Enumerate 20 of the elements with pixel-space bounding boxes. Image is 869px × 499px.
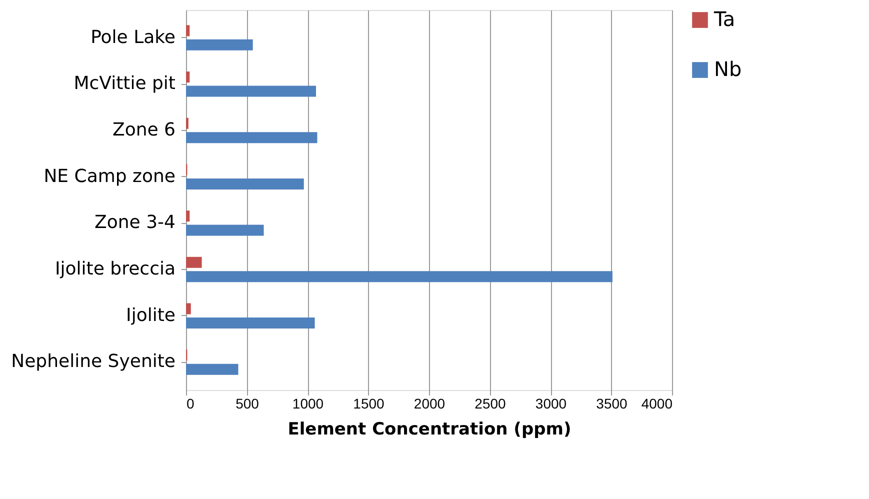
- y-tick-label: Zone 3-4: [94, 212, 176, 234]
- legend-label: Ta: [713, 7, 736, 31]
- x-tick-label: 1500: [353, 396, 385, 412]
- y-tick-label: Zone 6: [112, 119, 176, 140]
- legend-label: Nb: [714, 57, 742, 81]
- y-tick-label: Ijolite breccia: [54, 258, 176, 280]
- y-tick-label: McVittie pit: [74, 73, 176, 94]
- x-tick-label: 0: [186, 396, 194, 412]
- y-tick-label: Nepheline Syenite: [11, 351, 176, 372]
- y-tick-label: Ijolite: [126, 304, 176, 326]
- x-tick-label: 2500: [474, 396, 506, 412]
- x-tick-label: 3000: [535, 396, 567, 412]
- x-tick-label: 3500: [596, 396, 628, 412]
- x-tick-label: 1000: [292, 396, 324, 412]
- x-axis-title: Element Concentration (ppm): [288, 420, 572, 440]
- x-tick-label: 2000: [414, 396, 446, 412]
- x-tick-label: 500: [236, 396, 260, 412]
- y-tick-label: NE Camp zone: [44, 166, 176, 187]
- x-tick-label: 4000: [641, 396, 673, 412]
- y-tick-label: Pole Lake: [90, 26, 176, 48]
